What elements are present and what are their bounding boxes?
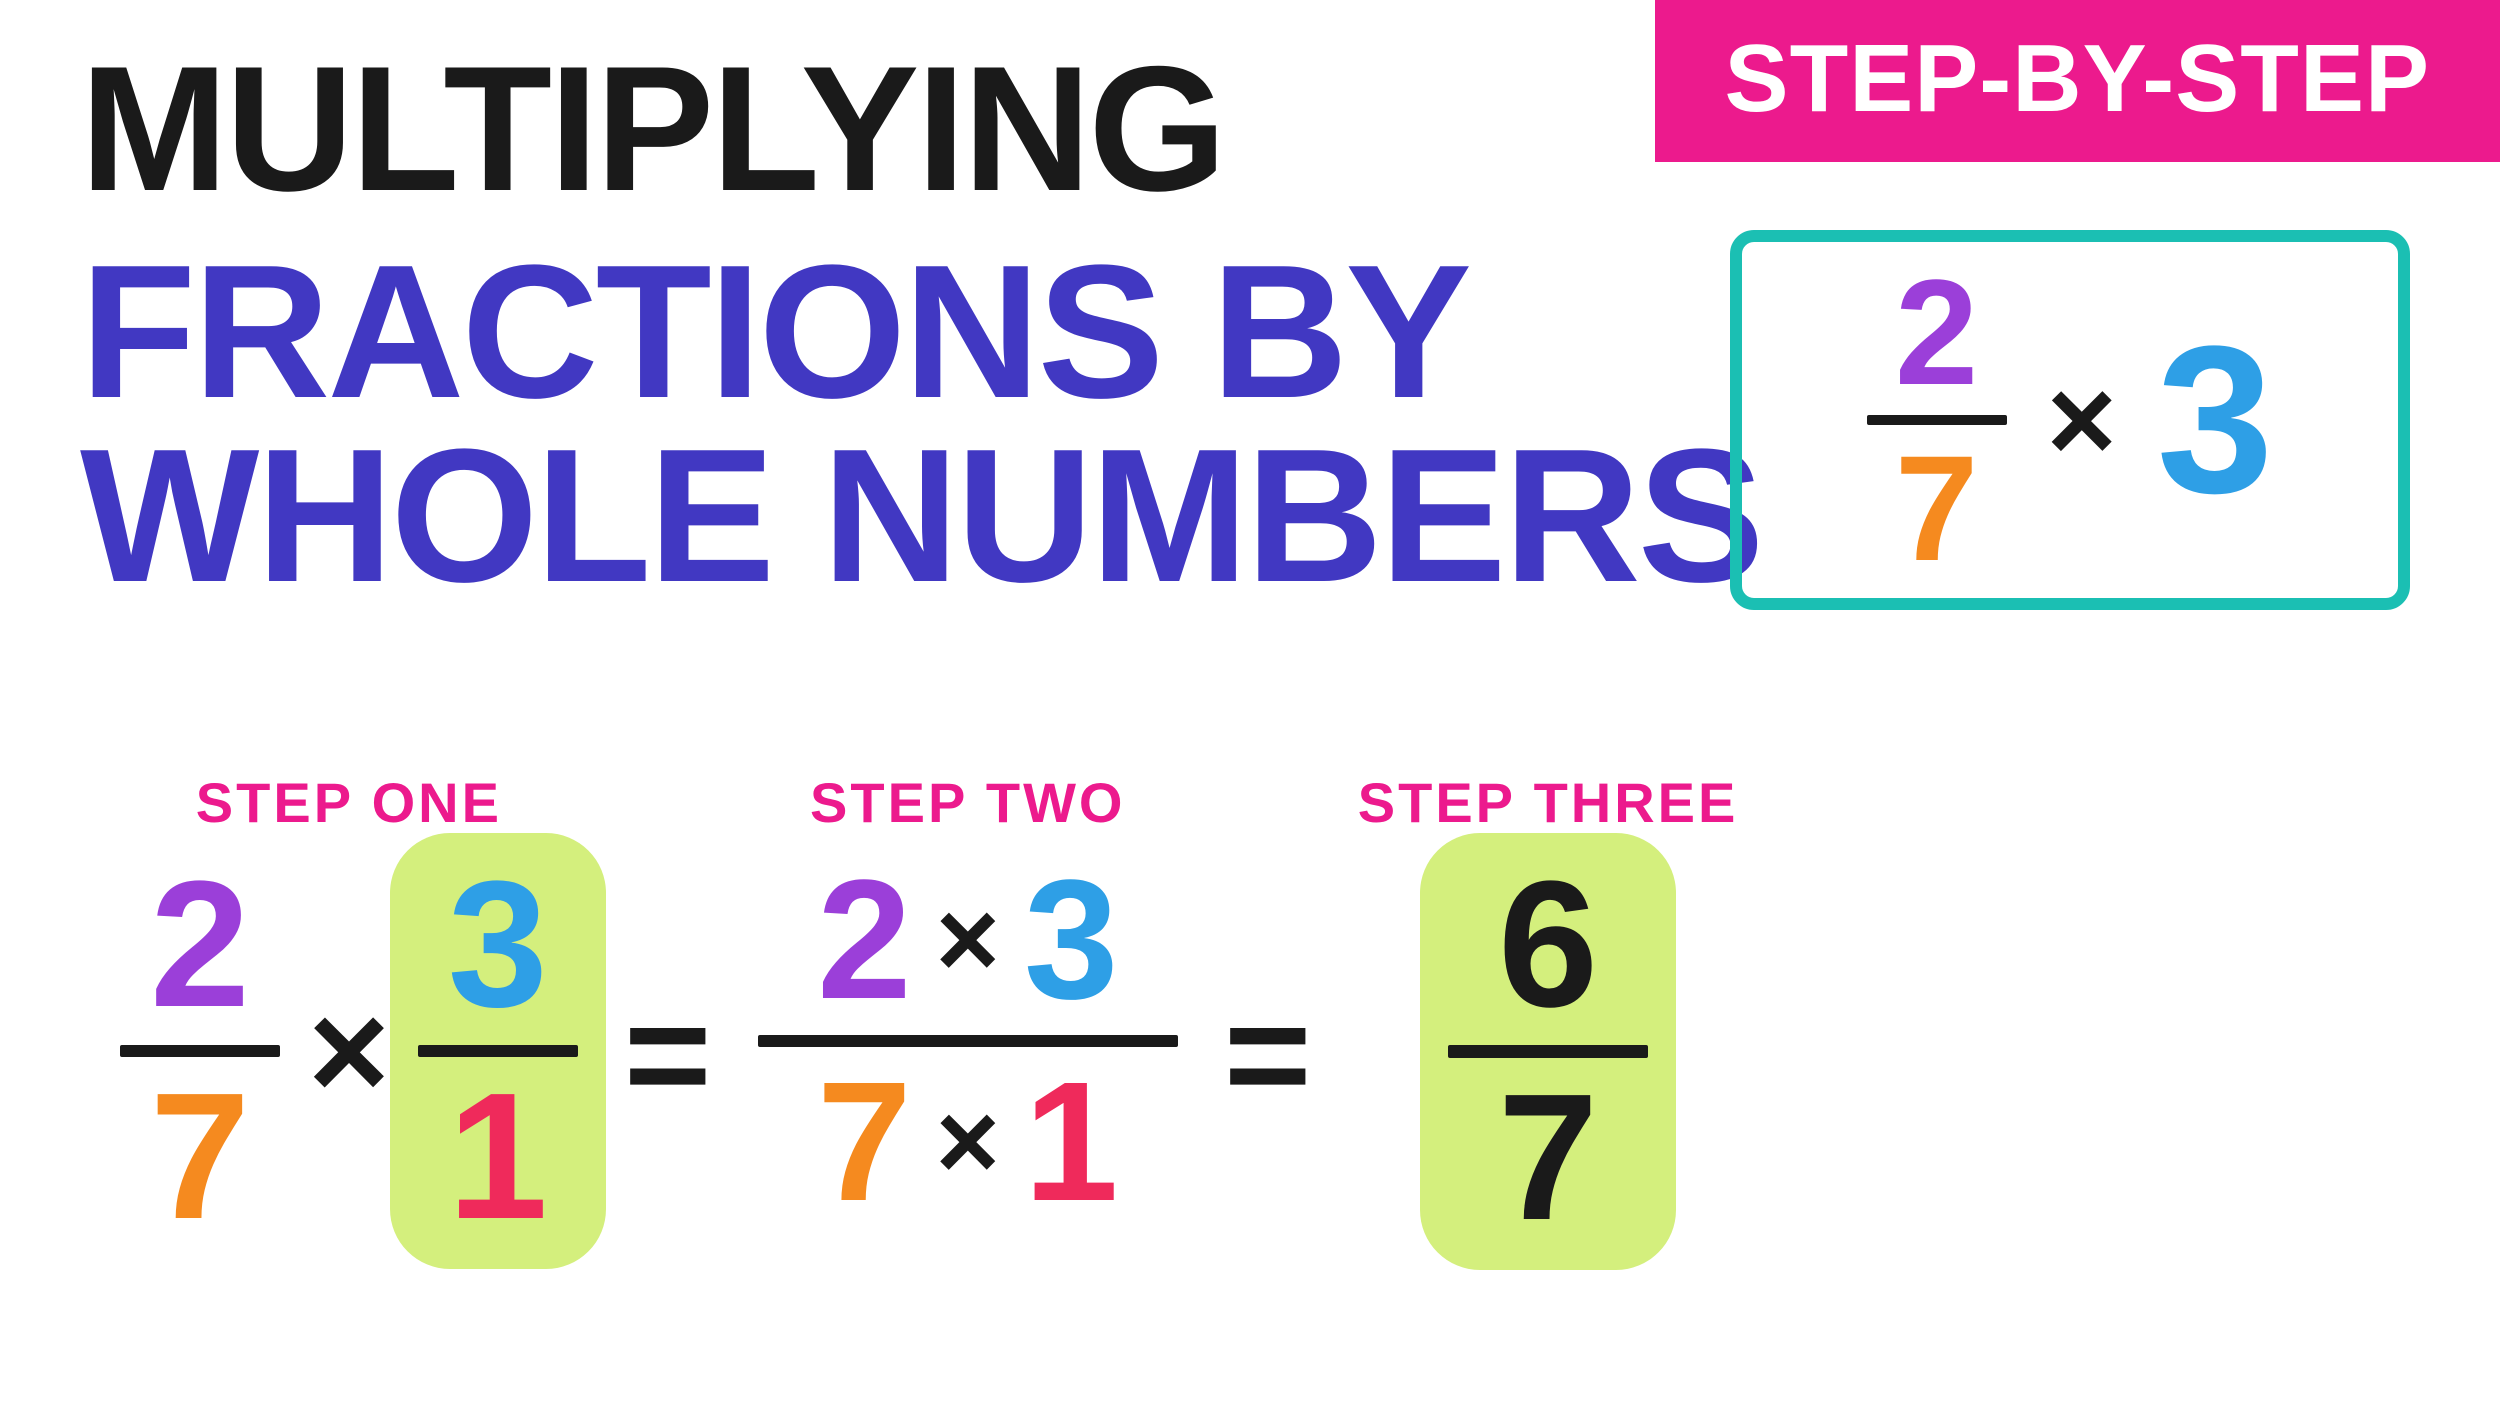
step-two-fraction: 2 × 3 7 × 1 (758, 855, 1178, 1227)
step-three: STEP THREE 6 7 (1358, 770, 1739, 1248)
step-by-step-badge: STEP-BY-STEP (1655, 0, 2500, 162)
equals-icon: = (624, 968, 712, 1141)
step-one-label: STEP ONE (196, 770, 502, 835)
step-one: STEP ONE 2 7 × 3 1 (120, 770, 578, 1247)
title-line-3: WHOLE NUMBERS (80, 424, 1761, 608)
equals-1: = (608, 770, 728, 1248)
step-one-left-fraction: 2 7 (120, 855, 280, 1247)
value: 2 (817, 855, 912, 1025)
multiply-icon: × (2047, 351, 2117, 489)
result-numerator: 6 (1498, 855, 1598, 1035)
step-two: STEP TWO 2 × 3 7 × 1 (758, 770, 1178, 1227)
equals-2: = (1208, 770, 1328, 1248)
multiply-icon: × (308, 981, 390, 1121)
example-fraction: 2 7 (1867, 257, 2007, 583)
step-two-denominator-row: 7 × 1 (817, 1057, 1118, 1227)
numerator: 3 (448, 855, 548, 1035)
step-three-result-highlight: 6 7 (1448, 855, 1648, 1248)
step-two-numerator-row: 2 × 3 (817, 855, 1118, 1025)
title-line-2: FRACTIONS BY (80, 240, 1761, 424)
example-whole-number: 3 (2157, 299, 2274, 541)
step-three-label: STEP THREE (1358, 770, 1739, 835)
equals-icon: = (1224, 968, 1312, 1141)
step-two-label: STEP TWO (810, 770, 1125, 835)
example-box: 2 7 × 3 (1730, 230, 2410, 610)
numerator: 2 (150, 855, 250, 1035)
value: 1 (1024, 1057, 1119, 1227)
title-line-1: MULTIPLYING (80, 40, 1761, 218)
steps-row: STEP ONE 2 7 × 3 1 = STEP TWO 2 (120, 770, 2380, 1248)
step-one-right-fraction-highlight: 3 1 (418, 855, 578, 1247)
value: 7 (817, 1057, 912, 1227)
example-denominator: 7 (1895, 433, 1978, 583)
denominator: 7 (150, 1067, 250, 1247)
fraction-bar (758, 1035, 1178, 1047)
multiply-icon: × (936, 885, 1000, 995)
value: 3 (1024, 855, 1119, 1025)
step-one-expression: 2 7 × 3 1 (120, 855, 578, 1247)
multiply-icon: × (936, 1087, 1000, 1197)
denominator: 1 (448, 1067, 548, 1247)
result-denominator: 7 (1498, 1068, 1598, 1248)
example-numerator: 2 (1895, 257, 1978, 407)
title-block: MULTIPLYING FRACTIONS BY WHOLE NUMBERS (80, 40, 1761, 609)
